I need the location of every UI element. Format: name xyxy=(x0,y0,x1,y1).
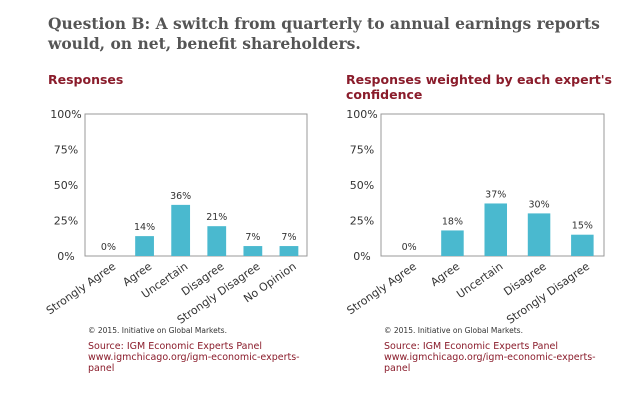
y-tick-label: 50% xyxy=(350,179,374,192)
bar-uncertain xyxy=(171,204,191,256)
chart-responses: 0%25%50%75%100%0%Strongly Agree14%Agree3… xyxy=(44,108,308,327)
data-label-uncertain: 36% xyxy=(170,191,191,202)
chart-weighted-responses: 0%25%50%75%100%0%Strongly Agree18%Agree3… xyxy=(345,108,605,327)
data-label-agree: 14% xyxy=(134,222,155,233)
data-label-uncertain: 37% xyxy=(485,189,506,200)
source-right-line3[interactable]: panel xyxy=(384,363,411,374)
bar-strongly-disagree xyxy=(243,246,263,256)
category-label-strongly-agree: Strongly Agree xyxy=(345,260,420,318)
plot-frame xyxy=(84,113,308,257)
y-tick-label: 0% xyxy=(57,250,74,263)
data-label-strongly-disagree: 7% xyxy=(245,232,260,243)
data-label-disagree: 21% xyxy=(206,212,227,223)
category-label-strongly-agree: Strongly Agree xyxy=(44,260,119,318)
data-label-strongly-disagree: 15% xyxy=(572,221,593,232)
bar-disagree xyxy=(207,226,227,256)
source-left-line1: Source: IGM Economic Experts Panel xyxy=(88,341,262,352)
category-label-uncertain: Uncertain xyxy=(454,260,505,301)
source-left-line2[interactable]: www.igmchicago.org/igm-economic-experts- xyxy=(88,352,300,363)
y-tick-label: 75% xyxy=(54,144,78,157)
bar-agree xyxy=(135,236,154,256)
data-label-strongly-agree: 0% xyxy=(101,242,116,253)
data-label-disagree: 30% xyxy=(528,199,549,210)
source-right: Source: IGM Economic Experts Panel www.i… xyxy=(384,341,624,374)
y-tick-label: 75% xyxy=(350,144,374,157)
y-tick-label: 25% xyxy=(350,215,374,228)
copyright-right: © 2015. Initiative on Global Markets. xyxy=(384,326,523,335)
source-left-line3[interactable]: panel xyxy=(88,363,115,374)
source-right-line2[interactable]: www.igmchicago.org/igm-economic-experts- xyxy=(384,352,596,363)
source-right-line1: Source: IGM Economic Experts Panel xyxy=(384,341,558,352)
bar-disagree xyxy=(527,213,551,256)
y-tick-label: 100% xyxy=(50,108,81,121)
category-label-agree: Agree xyxy=(428,260,462,289)
y-tick-label: 50% xyxy=(54,179,78,192)
bar-agree xyxy=(441,230,464,256)
source-left: Source: IGM Economic Experts Panel www.i… xyxy=(88,341,328,374)
data-label-no-opinion: 7% xyxy=(281,232,296,243)
y-tick-label: 25% xyxy=(54,215,78,228)
y-tick-label: 0% xyxy=(353,250,370,263)
panel-title-weighted: Responses weighted by each expert's conf… xyxy=(346,72,612,102)
bar-uncertain xyxy=(484,203,508,256)
copyright-left: © 2015. Initiative on Global Markets. xyxy=(88,326,227,335)
data-label-agree: 18% xyxy=(442,216,463,227)
panel-title-responses: Responses xyxy=(48,72,124,87)
bar-no-opinion xyxy=(279,246,299,256)
question-title: Question B: A switch from quarterly to a… xyxy=(48,14,600,53)
bar-strongly-disagree xyxy=(571,234,594,256)
data-label-strongly-agree: 0% xyxy=(402,242,417,253)
y-tick-label: 100% xyxy=(346,108,377,121)
